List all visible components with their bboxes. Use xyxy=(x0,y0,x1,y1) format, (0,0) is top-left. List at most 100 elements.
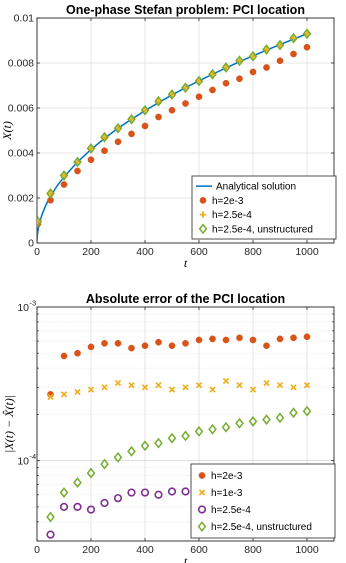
data-point xyxy=(128,115,135,123)
data-point xyxy=(208,423,217,435)
y-tick-label: 0.008 xyxy=(8,58,34,70)
data-point xyxy=(101,384,108,391)
data-point xyxy=(182,84,189,92)
data-point xyxy=(303,43,311,51)
data-point xyxy=(155,381,162,389)
data-point xyxy=(155,113,162,121)
y-tick-label: 10 xyxy=(17,456,29,468)
x-axis-label: t xyxy=(184,256,188,270)
data-point xyxy=(128,344,135,352)
data-point xyxy=(290,384,297,391)
data-point xyxy=(86,505,96,514)
data-point xyxy=(113,122,123,134)
data-point xyxy=(181,82,190,94)
x-tick-label: 800 xyxy=(244,544,262,556)
x-tick-label: 600 xyxy=(190,246,208,258)
legend-label: h=2e-3 xyxy=(211,471,243,482)
data-point xyxy=(74,388,81,396)
data-point xyxy=(249,336,257,344)
data-point xyxy=(249,386,257,393)
data-point xyxy=(47,393,54,401)
data-point xyxy=(114,379,122,387)
x-tick-label: 0 xyxy=(34,246,40,258)
data-point xyxy=(221,62,231,73)
data-point xyxy=(74,158,81,166)
data-point xyxy=(195,93,203,101)
data-point xyxy=(289,32,298,44)
data-point xyxy=(37,218,42,225)
data-point xyxy=(276,381,284,389)
data-point xyxy=(140,104,150,116)
data-point xyxy=(290,50,297,58)
data-point xyxy=(73,502,82,512)
data-point xyxy=(155,338,162,346)
data-point xyxy=(209,335,216,343)
data-point xyxy=(236,75,243,83)
legend-marker xyxy=(198,489,206,496)
data-point xyxy=(73,156,82,168)
x-tick-label: 400 xyxy=(136,544,154,556)
data-point xyxy=(100,498,109,508)
data-point xyxy=(303,381,311,389)
data-point xyxy=(59,170,69,181)
y-tick-label: 10 xyxy=(17,302,29,314)
legend-marker xyxy=(198,223,208,235)
series-h-2-5e-4-unstructured xyxy=(37,28,312,228)
data-point xyxy=(194,426,204,437)
y-tick-label: 0.002 xyxy=(8,193,34,205)
data-point xyxy=(101,133,108,141)
data-point xyxy=(141,342,149,350)
data-point xyxy=(236,334,243,342)
x-tick-label: 200 xyxy=(82,544,100,556)
data-point xyxy=(87,145,95,152)
legend-marker xyxy=(197,521,207,532)
data-point xyxy=(168,386,176,393)
data-point xyxy=(128,381,135,389)
x-axis-label: t xyxy=(184,554,188,563)
data-point xyxy=(182,100,189,107)
data-point xyxy=(113,451,123,463)
x-tick-label: 400 xyxy=(136,246,154,258)
data-point xyxy=(60,352,68,360)
data-point xyxy=(262,414,271,426)
x-tick-label: 600 xyxy=(190,544,208,556)
data-point xyxy=(303,30,311,38)
legend-label: h=2e-3 xyxy=(212,196,244,207)
data-point xyxy=(113,494,123,503)
data-point xyxy=(209,386,216,393)
data-point xyxy=(263,342,270,350)
data-point xyxy=(195,381,203,389)
axes-box xyxy=(36,17,335,244)
data-point xyxy=(168,91,176,98)
data-point xyxy=(290,334,297,342)
data-point xyxy=(276,335,284,343)
y-axis-label: |X(t) − X̂(t)| xyxy=(2,395,16,453)
y-axis-label: X(t) xyxy=(0,121,14,141)
data-point xyxy=(73,477,82,488)
data-point xyxy=(208,68,217,80)
tick-marks xyxy=(36,17,334,244)
data-point xyxy=(222,64,230,71)
data-layer xyxy=(37,28,312,243)
data-point xyxy=(154,95,163,107)
data-point xyxy=(114,138,122,146)
legend: Analytical solution h=2e-3 h=2.5e-4 h=2.5e-… xyxy=(191,175,337,240)
data-point xyxy=(60,391,68,398)
series-h-2e-3 xyxy=(37,43,311,228)
data-point xyxy=(37,216,43,228)
y-tick-label: 0.01 xyxy=(14,13,35,25)
data-point xyxy=(74,167,81,175)
data-point xyxy=(128,130,135,138)
data-point xyxy=(47,190,54,197)
x-tick-label: 0 xyxy=(34,544,40,556)
legend-label: h=2.5e-4, unstructured xyxy=(211,522,312,533)
data-point xyxy=(276,57,284,65)
data-point xyxy=(222,377,230,385)
x-tick-label: 1000 xyxy=(295,544,319,556)
legend-marker xyxy=(199,211,207,218)
data-point xyxy=(275,412,285,424)
x-tick-label: 1000 xyxy=(295,246,319,258)
data-point xyxy=(87,156,95,164)
